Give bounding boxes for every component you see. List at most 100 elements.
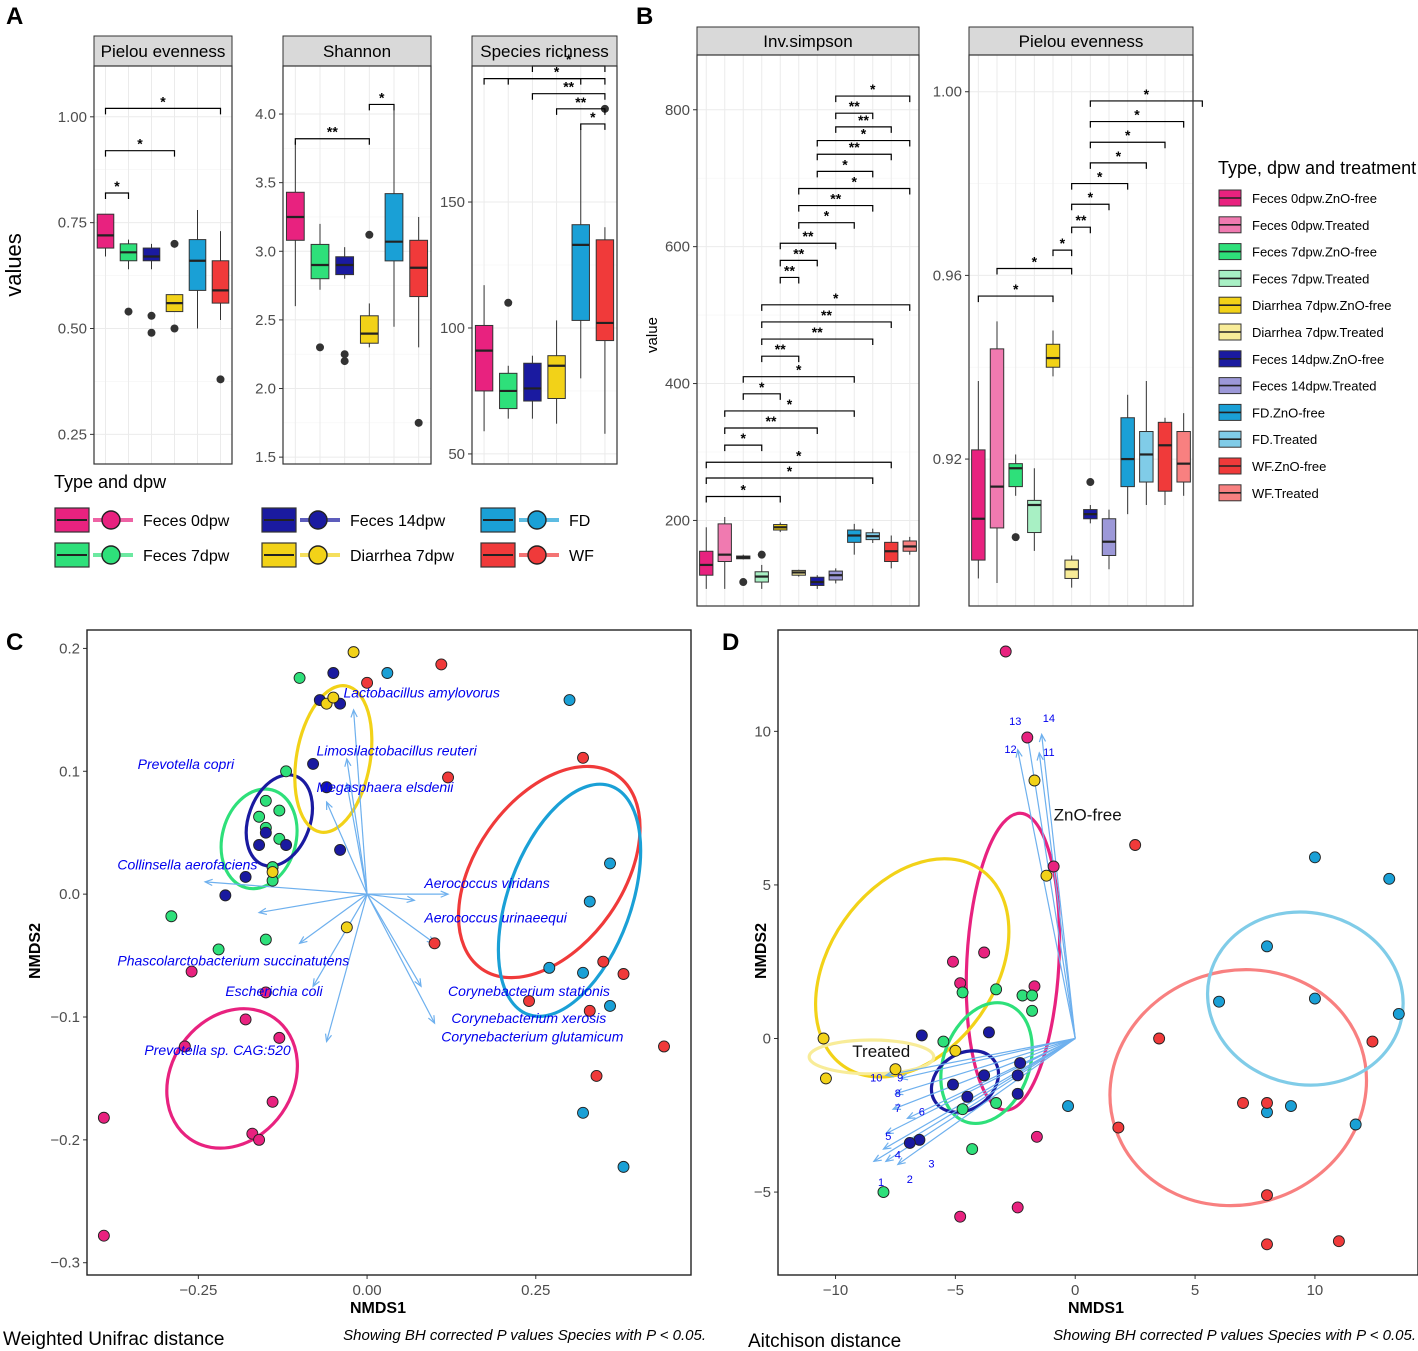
c-species-megasphaera-elsdenii: Megasphaera elsdenii (316, 779, 454, 795)
b-pielou-sig-label: * (1060, 235, 1066, 251)
c-point-f14 (308, 758, 319, 769)
d-point-f7 (1027, 990, 1038, 1001)
a-pielou-box (189, 240, 206, 291)
b-pielou-sig-label: * (1013, 281, 1019, 297)
d-point-wf (1333, 1236, 1344, 1247)
c-point-f14 (328, 668, 339, 679)
c-point-f7 (260, 795, 271, 806)
d-arrow-label-13: 13 (1009, 716, 1021, 728)
b-pielou-box (990, 349, 1003, 528)
c-point-f0 (267, 1096, 278, 1107)
c-species-phascolarctobacterium-succinatutens: Phascolarctobacterium succinatutens (117, 952, 349, 968)
legend-a-point-key (528, 546, 546, 564)
b-pielou-box (1009, 464, 1022, 487)
a-shannon-outlier (316, 343, 324, 351)
legend-type-dpw-treatment: Feces 0dpw.ZnO-freeFeces 0dpw.TreatedFec… (1219, 190, 1391, 501)
c-point-wf (618, 969, 629, 980)
c-point-fd (382, 668, 393, 679)
d-x-tick-label: 10 (1307, 1282, 1324, 1299)
a-shannon-outlier (415, 419, 423, 427)
b-invsimpson-sig-label: * (741, 481, 747, 497)
a-richness-sig-label: * (566, 51, 572, 67)
b-invsimpson-sig-label: ** (812, 324, 823, 340)
legend-b-label-diarrhea-7dpw-zno-free: Diarrhea 7dpw.ZnO-free (1252, 298, 1391, 313)
d-point-f0 (1048, 861, 1059, 872)
d-arrow-label-12: 12 (1004, 744, 1016, 756)
d-arrow-label-2: 2 (907, 1174, 913, 1186)
panel-a-alpha-diversity: values Pielou evenness0.250.500.751.00**… (1, 36, 617, 567)
c-species-prevotella-sp-cag-520: Prevotella sp. CAG:520 (144, 1042, 291, 1058)
d-point-f7 (991, 984, 1002, 995)
d-point-wf (1261, 1190, 1272, 1201)
c-point-f14 (281, 840, 292, 851)
a-shannon-outlier (365, 231, 373, 239)
d-arrow-label-7: 7 (895, 1103, 901, 1115)
c-point-wf (598, 956, 609, 967)
legend-a-label-feces-14dpw: Feces 14dpw (350, 513, 446, 530)
b-invsimpson-sig-label: ** (784, 262, 795, 278)
panel-letter-a: A (6, 3, 23, 30)
d-point-f0 (1012, 1202, 1023, 1213)
a-pielou-strip-label: Pielou evenness (101, 42, 226, 61)
b-pielou-box (1177, 432, 1190, 483)
b-invsimpson-sig-label: ** (849, 98, 860, 114)
d-arrow-label-11: 11 (1043, 747, 1054, 759)
b-invsimpson-sig-label: * (833, 290, 839, 306)
c-x-tick-label: −0.25 (179, 1282, 217, 1299)
c-point-f0 (98, 1112, 109, 1123)
d-x-tick-label: 5 (1191, 1282, 1199, 1299)
a-richness-box (524, 363, 541, 401)
d-point-fd (1214, 996, 1225, 1007)
legend-a-point-key (528, 511, 546, 529)
legend-a-point-key (102, 511, 120, 529)
b-pielou-sig-label: * (1125, 127, 1131, 143)
c-point-fd (578, 1107, 589, 1118)
b-pielou-tick-label: 0.96 (933, 267, 962, 284)
c-point-f14 (220, 890, 231, 901)
panel-c-footer-right: Showing BH corrected P values Species wi… (343, 1327, 706, 1344)
a-shannon-sig-label: ** (327, 124, 338, 140)
a-pielou-tick-label: 1.00 (58, 109, 87, 126)
a-pielou-sig-label: * (137, 136, 143, 152)
c-y-tick-label: 0.0 (59, 886, 80, 903)
c-point-fd (584, 896, 595, 907)
d-point-f14 (1012, 1088, 1023, 1099)
b-pielou-tick-label: 0.92 (933, 451, 962, 468)
a-richness-sig-label: * (590, 109, 596, 125)
b-pielou-sig-label: * (1032, 254, 1038, 270)
a-shannon-outlier (341, 357, 349, 365)
b-invsimpson-tick-label: 600 (665, 239, 690, 256)
c-point-f14 (240, 871, 251, 882)
d-point-fd (1063, 1101, 1074, 1112)
a-shannon-bg (283, 66, 431, 464)
d-x-tick-label: −10 (823, 1282, 848, 1299)
a-pielou-tick-label: 0.25 (58, 426, 87, 443)
b-invsimpson-sig-label: ** (830, 191, 841, 207)
d-point-d7 (950, 1045, 961, 1056)
c-point-fd (564, 695, 575, 706)
d-point-f14 (962, 1091, 973, 1102)
a-richness-box (475, 325, 492, 390)
c-y-tick-label: −0.1 (50, 1009, 80, 1026)
b-invsimpson-sig-label: ** (858, 112, 869, 128)
a-shannon-strip-label: Shannon (323, 42, 391, 61)
legend-a-label-feces-7dpw: Feces 7dpw (143, 548, 230, 565)
a-shannon-box (360, 316, 378, 343)
b-invsimpson-sig-label: * (861, 126, 867, 142)
b-pielou-tick-label: 1.00 (933, 84, 962, 101)
d-point-f14 (983, 1027, 994, 1038)
legend-a-label-fd: FD (569, 513, 590, 530)
panel-d-x-title: NMDS1 (1068, 1300, 1124, 1317)
legend-b-label-feces-14dpw-zno-free: Feces 14dpw.ZnO-free (1252, 352, 1384, 367)
legend-type-and-dpw: Feces 0dpwFeces 7dpwFeces 14dpwDiarrhea … (55, 508, 594, 567)
b-invsimpson-tick-label: 200 (665, 512, 690, 529)
facet-pielou-evenness-b: Pielou evenness0.920.961.00*********** (933, 27, 1203, 606)
legend-b-label-wf-zno-free: WF.ZnO-free (1252, 459, 1326, 474)
plot-c: −0.25 0.00 0.25−0.3−0.2−0.10.00.10.2Lactob… (50, 630, 691, 1299)
b-pielou-sig-label: * (1088, 189, 1094, 205)
d-point-fd (1261, 941, 1272, 952)
b-pielou-outlier (1012, 533, 1020, 541)
a-richness-box (572, 225, 589, 321)
d-point-wf (1154, 1033, 1165, 1044)
panel-letter-c: C (6, 629, 23, 656)
